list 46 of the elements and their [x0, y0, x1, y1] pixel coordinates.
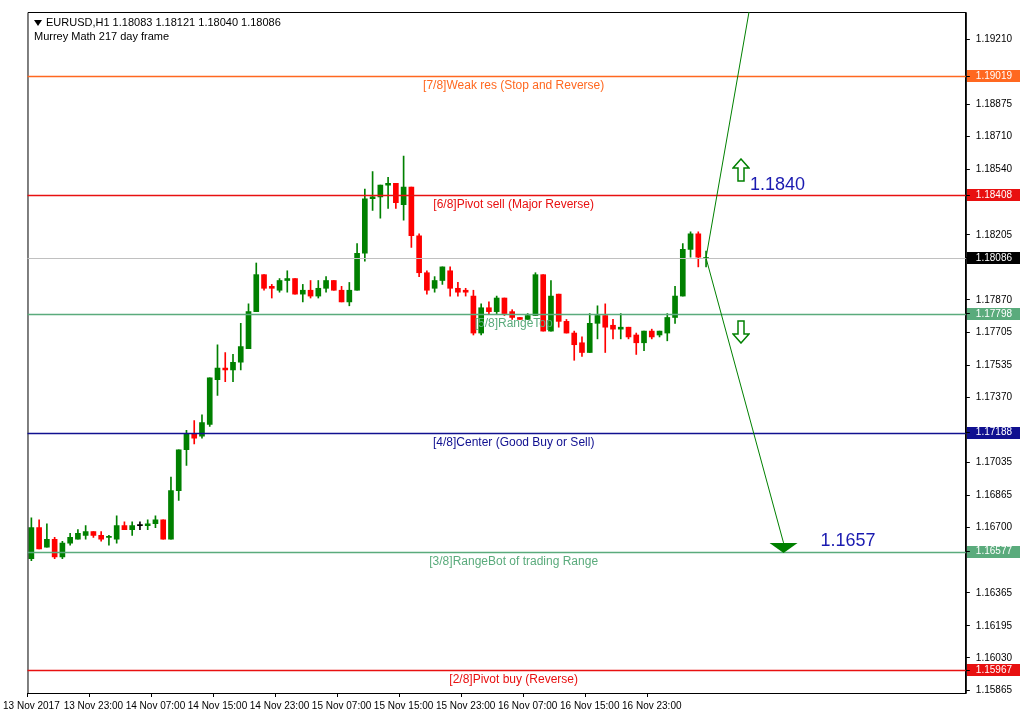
y-tick-label: 1.16700	[975, 521, 1013, 533]
y-tick-label: 1.16195	[975, 619, 1013, 631]
ref-line-label: [4/8]Center (Good Buy or Sell)	[432, 434, 595, 449]
y-tick-label: 1.18205	[975, 228, 1013, 240]
y-tick-label: 1.18408	[975, 189, 1013, 201]
x-tick-label: 14 Nov 23:00	[249, 699, 310, 711]
x-tick-label: 15 Nov 07:00	[311, 699, 372, 711]
x-tick-label: 15 Nov 23:00	[435, 699, 496, 711]
y-tick-label: 1.17370	[975, 391, 1013, 402]
y-tick-label: 1.15967	[975, 663, 1013, 675]
y-tick-label: 1.16577	[975, 545, 1013, 557]
x-tick-label: 16 Nov 23:00	[622, 699, 682, 711]
y-tick-label: 1.17798	[975, 307, 1013, 319]
annotation: 1.1840	[750, 173, 806, 194]
x-tick-label: 16 Nov 15:00	[559, 699, 620, 711]
x-tick-label: 15 Nov 15:00	[373, 699, 434, 711]
ref-line-label: [3/8]RangeBot of trading Range	[429, 553, 599, 568]
x-tick-label: 14 Nov 07:00	[125, 699, 186, 711]
y-tick-label: 1.15865	[975, 683, 1013, 695]
y-tick-label: 1.16030	[975, 651, 1013, 663]
candlestick	[330, 280, 337, 291]
y-tick-label: 1.17705	[975, 325, 1013, 337]
y-tick-label: 1.18540	[975, 163, 1013, 175]
x-tick-label: 13 Nov 2017	[3, 699, 61, 711]
y-tick-label: 1.18086	[975, 251, 1013, 263]
candlestick	[292, 278, 298, 295]
y-tick-label: 1.17035	[975, 456, 1013, 468]
y-tick-label: 1.16865	[975, 489, 1013, 501]
candlestick	[160, 519, 167, 540]
x-tick-label: 14 Nov 15:00	[187, 699, 248, 711]
text: Murrey Math 217 day frame	[34, 29, 171, 43]
ref-line-label: [2/8]Pivot buy (Reverse)	[449, 671, 579, 686]
y-tick-label: 1.16365	[975, 586, 1013, 598]
y-tick-label: 1.17535	[975, 358, 1013, 370]
annotation: 1.1657	[820, 529, 876, 550]
y-tick-label: 1.17870	[975, 293, 1013, 305]
x-tick-label: 13 Nov 23:00	[63, 699, 124, 711]
ref-line-label: [6/8]Pivot sell (Major Reverse)	[433, 196, 595, 211]
ref-line-label: [7/8]Weak res (Stop and Reverse)	[423, 77, 605, 92]
y-tick-label: 1.17188	[975, 426, 1013, 438]
y-tick-label: 1.18710	[975, 130, 1013, 142]
y-tick-label: 1.19019	[975, 70, 1013, 82]
y-tick-label: 1.19210	[975, 32, 1013, 44]
chart-title: EURUSD,H1 1.18083 1.18121 1.18040 1.18086	[46, 16, 281, 28]
x-tick-label: 16 Nov 07:00	[497, 699, 558, 711]
y-tick-label: 1.18875	[975, 98, 1013, 110]
